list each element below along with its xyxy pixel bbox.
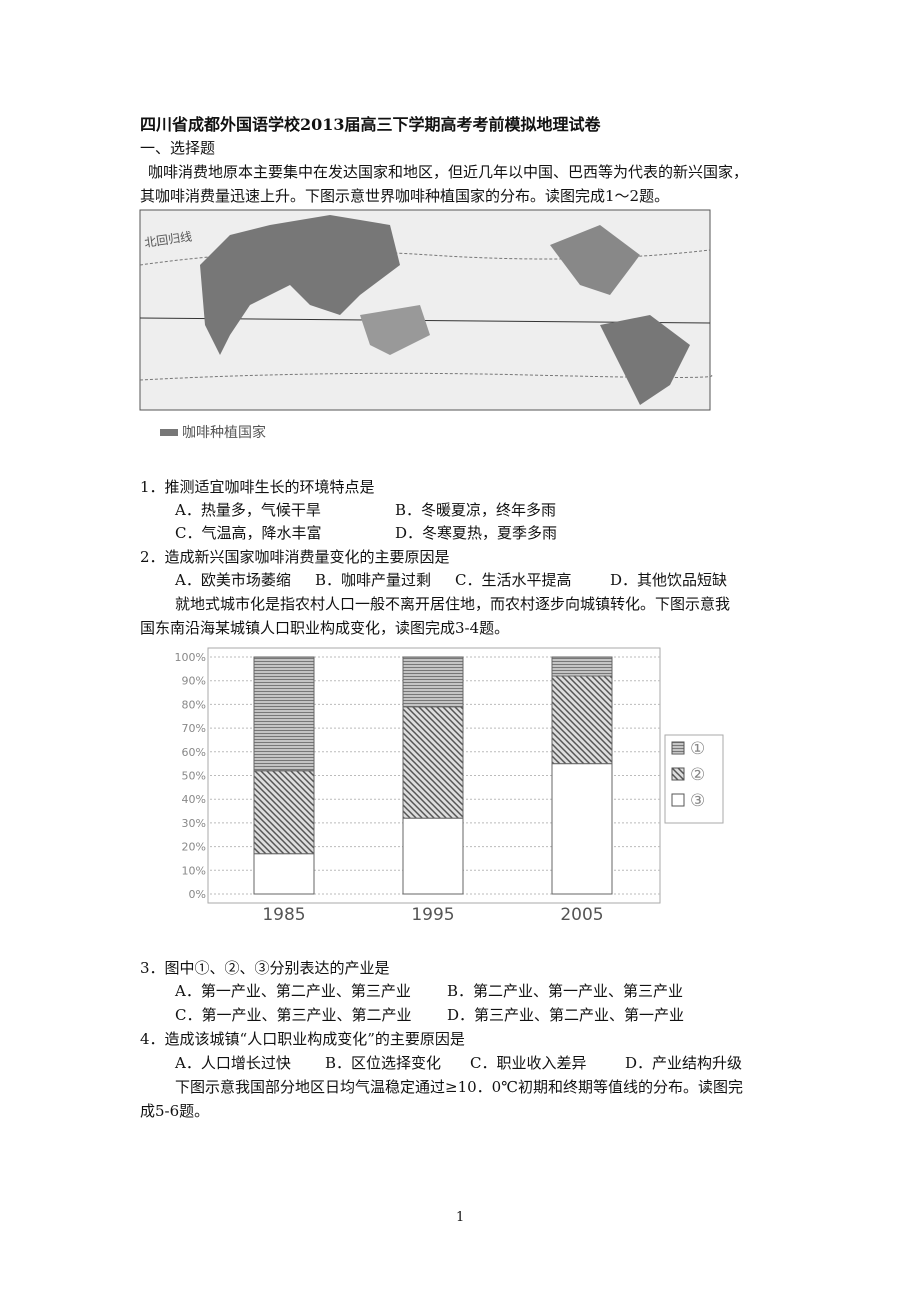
option: B．冬暖夏凉，终年多雨 (395, 501, 557, 519)
chart: 0% 10% 20% 30% 40% 50% 60% 70% 80% 90% 100% 1985 199… (175, 647, 724, 925)
legend-swatch (671, 741, 685, 755)
y-tick-label: 20% (182, 841, 206, 854)
bar-segment (551, 763, 613, 895)
option: A．人口增长过快 (175, 1054, 291, 1072)
option: C．气温高，降水丰富 (175, 524, 322, 542)
bar-segment (402, 706, 464, 819)
option: A．第一产业、第二产业、第三产业 (175, 982, 411, 1000)
option: C．职业收入差异 (470, 1054, 587, 1072)
stem: 2．造成新兴国家咖啡消费量变化的主要原因是 (140, 548, 450, 566)
map-legend: 咖啡种植国家 (182, 424, 266, 441)
para: 就地式城市化是指农村人口一般不离开居住地，而农村逐步向城镇转化。下图示意我 (175, 595, 731, 613)
y-tick-label: 40% (182, 793, 206, 806)
para: 其咖啡消费量迅速上升。下图示意世界咖啡种植国家的分布。读图完成1～2题。 (140, 187, 670, 205)
option: C．第一产业、第三产业、第二产业 (175, 1006, 412, 1024)
option: D．其他饮品短缺 (610, 571, 728, 589)
section: 一、选择题 (140, 139, 216, 157)
legend-swatch (671, 793, 685, 807)
y-tick-label: 80% (182, 698, 206, 711)
option: A．欧美市场萎缩 (175, 571, 291, 589)
para: 国东南沿海某城镇人口职业构成变化，读图完成3-4题。 (140, 619, 510, 637)
option: D．产业结构升级 (625, 1054, 743, 1072)
x-tick-label: 1985 (262, 905, 305, 925)
bar-segment (253, 656, 315, 772)
bar-segment (253, 853, 315, 895)
option: C．生活水平提高 (455, 571, 572, 589)
y-tick-label: 10% (182, 864, 206, 877)
legend-label: ② (690, 765, 705, 785)
y-tick-label: 60% (182, 746, 206, 759)
bar-segment (402, 817, 464, 895)
x-tick-label: 1995 (411, 905, 454, 925)
stem: 1．推测适宜咖啡生长的环境特点是 (140, 478, 375, 496)
option: B．咖啡产量过剩 (315, 571, 432, 589)
legend-swatch (671, 767, 685, 781)
tropic-label: 北回归线 (143, 229, 192, 250)
option: A．热量多，气候干旱 (175, 501, 321, 519)
bar-segment (253, 770, 315, 855)
option: B．区位选择变化 (325, 1054, 442, 1072)
bar-segment (551, 675, 613, 765)
title: 四川省成都外国语学校2013届高三下学期高考考前模拟地理试卷 (140, 115, 601, 134)
option: D．第三产业、第二产业、第一产业 (447, 1006, 685, 1024)
para: 下图示意我国部分地区日均气温稳定通过≥10．0℃初期和终期等值线的分布。读图完 (175, 1078, 743, 1096)
map: 北回归线 咖啡种植国家 (139, 209, 713, 441)
y-tick-label: 90% (182, 675, 206, 688)
para: 咖啡消费地原本主要集中在发达国家和地区，但近几年以中国、巴西等为代表的新兴国家， (148, 163, 749, 181)
page-number: 1 (456, 1210, 465, 1225)
bar-segment (402, 656, 464, 708)
x-tick-label: 2005 (560, 905, 603, 925)
bar-segment (551, 656, 613, 677)
y-tick-label: 30% (182, 817, 206, 830)
para: 成5-6题。 (140, 1102, 210, 1120)
stem: 3．图中①、②、③分别表达的产业是 (140, 959, 390, 977)
y-tick-label: 70% (182, 722, 206, 735)
legend-label: ③ (690, 791, 705, 811)
y-tick-label: 0% (189, 888, 206, 901)
option: D．冬寒夏热，夏季多雨 (395, 524, 558, 542)
legend-label: ① (690, 739, 705, 759)
y-tick-label: 100% (175, 651, 206, 664)
y-tick-label: 50% (182, 770, 206, 783)
stem: 4．造成该城镇“人口职业构成变化”的主要原因是 (140, 1030, 465, 1048)
option: B．第二产业、第一产业、第三产业 (447, 982, 684, 1000)
